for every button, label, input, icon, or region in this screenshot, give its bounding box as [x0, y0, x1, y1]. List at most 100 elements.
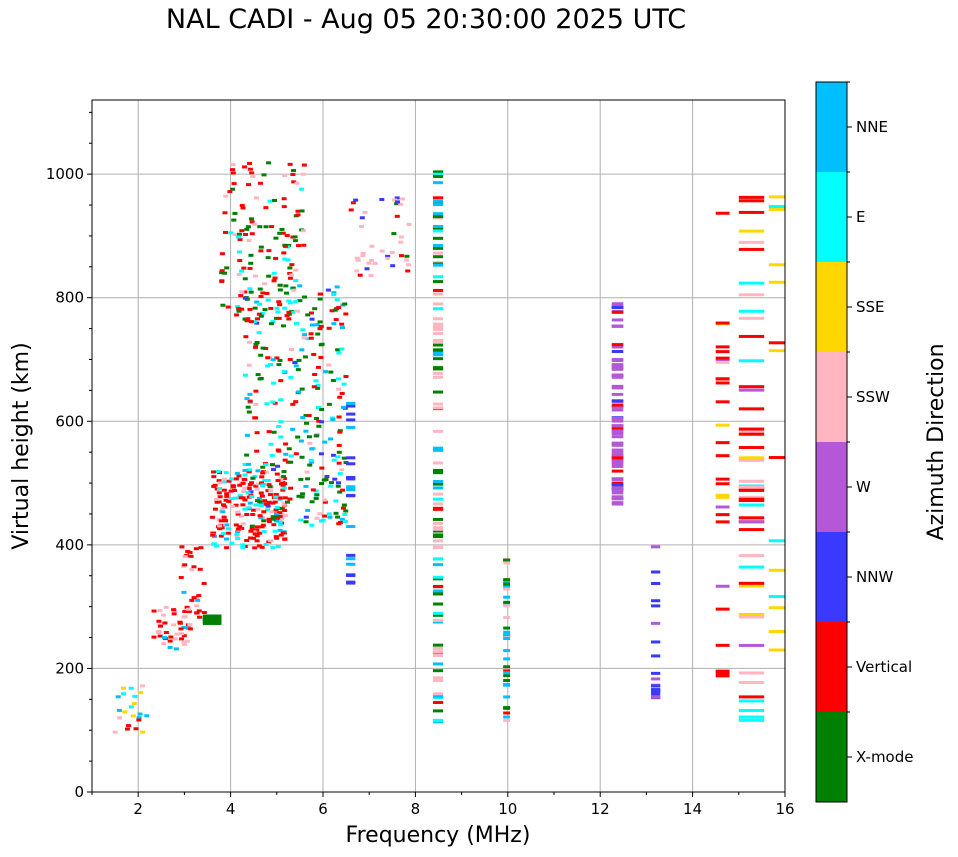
echo-point	[253, 484, 259, 488]
echo-point	[276, 449, 282, 453]
echo-point	[189, 598, 195, 602]
echo-point	[181, 615, 187, 619]
echo-point	[252, 345, 258, 349]
echo-point	[299, 495, 305, 499]
echo-point	[248, 290, 254, 294]
echo-point	[231, 218, 237, 222]
echo-point	[318, 355, 324, 359]
echo-point	[272, 529, 278, 533]
echo-point	[318, 292, 324, 296]
echo-point	[346, 412, 356, 416]
echo-point	[298, 477, 304, 481]
echo-point	[715, 495, 730, 499]
x-tick-label: 8	[411, 800, 421, 818]
echo-point	[346, 573, 356, 577]
echo-point	[209, 515, 215, 519]
colorbar-category-label: SSW	[856, 388, 890, 406]
echo-point	[314, 516, 320, 520]
echo-point	[257, 531, 263, 535]
echo-point	[136, 716, 142, 720]
x-tick-label: 4	[226, 800, 236, 818]
echo-point	[283, 513, 289, 517]
echo-point	[611, 483, 624, 487]
echo-point	[236, 309, 242, 313]
echo-point	[221, 480, 227, 484]
echo-point	[768, 205, 785, 209]
echo-point	[651, 581, 661, 585]
echo-point	[270, 501, 276, 505]
echo-point	[432, 353, 444, 357]
echo-point	[432, 229, 444, 233]
echo-point	[346, 580, 356, 584]
echo-point	[240, 503, 246, 507]
echo-point	[385, 254, 391, 258]
echo-point	[715, 321, 730, 325]
echo-point	[219, 279, 225, 283]
echo-point	[336, 461, 342, 465]
echo-point	[222, 271, 228, 275]
echo-point	[611, 435, 624, 439]
echo-point	[259, 475, 265, 479]
echo-point	[503, 604, 511, 608]
echo-point	[738, 359, 765, 363]
echo-point	[432, 307, 444, 311]
echo-point	[278, 435, 284, 439]
echo-point	[326, 512, 332, 516]
echo-point	[337, 490, 343, 494]
echo-point	[234, 530, 240, 534]
echo-point	[286, 312, 292, 316]
echo-point	[271, 430, 277, 434]
echo-point	[258, 481, 264, 485]
echo-point	[171, 612, 177, 616]
echo-point	[282, 174, 288, 178]
echo-point	[313, 489, 319, 493]
echo-point	[304, 421, 310, 425]
echo-point	[249, 527, 255, 531]
echo-point	[738, 528, 765, 532]
echo-point	[230, 168, 236, 172]
echo-point	[307, 441, 313, 445]
echo-point	[372, 261, 378, 265]
echo-point	[256, 312, 262, 316]
echo-point	[432, 288, 444, 292]
echo-point	[432, 718, 444, 722]
echo-point	[296, 494, 302, 498]
echo-point	[346, 553, 356, 557]
echo-point	[266, 430, 272, 434]
echo-point	[239, 269, 245, 273]
echo-point	[266, 517, 272, 521]
echo-point	[290, 172, 296, 176]
echo-point	[768, 648, 785, 652]
echo-point	[432, 486, 444, 490]
echo-point	[738, 488, 765, 492]
echo-point	[346, 485, 356, 489]
echo-point	[651, 621, 661, 625]
echo-point	[359, 216, 365, 220]
echo-point	[265, 298, 271, 302]
echo-point	[715, 669, 730, 673]
echo-point	[288, 460, 294, 464]
echo-point	[738, 210, 765, 214]
echo-point	[432, 224, 444, 228]
echo-point	[432, 535, 444, 539]
echo-point	[432, 526, 444, 530]
echo-point	[432, 602, 444, 606]
echo-point	[343, 509, 349, 513]
echo-point	[220, 503, 226, 507]
echo-point	[738, 385, 765, 389]
echo-point	[316, 424, 322, 428]
echo-point	[185, 607, 191, 611]
echo-point	[336, 306, 342, 310]
echo-point	[238, 294, 244, 298]
echo-point	[157, 634, 163, 638]
echo-point	[258, 504, 264, 508]
echo-point	[243, 233, 249, 237]
echo-point	[319, 482, 325, 486]
echo-point	[400, 197, 406, 201]
echo-point	[315, 383, 321, 387]
colorbar-swatch	[816, 262, 847, 352]
echo-point	[266, 161, 272, 165]
echo-point	[281, 475, 287, 479]
echo-point	[258, 249, 264, 253]
echo-point	[248, 217, 254, 221]
